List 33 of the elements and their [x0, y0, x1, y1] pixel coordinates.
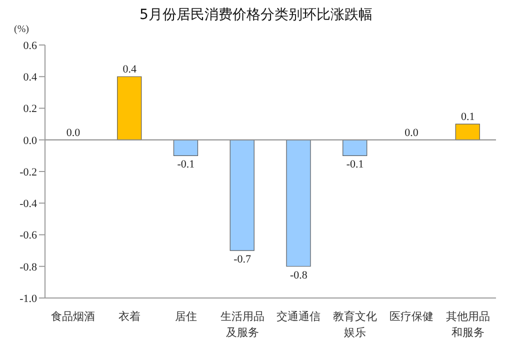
- bar: [173, 140, 198, 156]
- x-tick-label: 衣着: [118, 310, 141, 323]
- y-tick-label: -0.4: [20, 198, 38, 210]
- data-label: 0.0: [66, 126, 81, 139]
- y-axis-title: (%): [14, 24, 29, 35]
- chart-title: 5月份居民消费价格分类别环比涨跌幅: [138, 6, 374, 24]
- bar: [117, 76, 142, 140]
- bar: [230, 140, 254, 251]
- y-tick-label: 0.2: [23, 103, 37, 116]
- bar: [342, 140, 368, 156]
- x-tick-label: 医疗保健: [389, 310, 434, 323]
- y-tick-label: -1.0: [20, 292, 38, 305]
- y-tick-label: 0.6: [23, 40, 38, 52]
- x-tick-label: 其他用品和服务: [446, 310, 490, 339]
- data-label: 0.1: [460, 111, 475, 124]
- y-tick-label: -0.2: [20, 166, 37, 178]
- y-tick-label: -0.8: [20, 261, 38, 274]
- data-label: -0.7: [234, 254, 252, 266]
- y-tick-label: 0.4: [23, 72, 38, 84]
- bar: [455, 124, 480, 140]
- data-label: 0.0: [404, 126, 419, 139]
- y-tick-label: -0.6: [20, 230, 38, 242]
- x-tick-label: 交通通信: [276, 310, 321, 323]
- x-tick-label: 居住: [174, 310, 197, 323]
- data-label: -0.1: [177, 158, 195, 171]
- data-label: -0.8: [290, 269, 308, 282]
- y-tick-label: 0.0: [23, 134, 38, 147]
- bar: [286, 140, 311, 267]
- data-label: -0.1: [346, 158, 364, 171]
- x-tick-label: 生活用品及服务: [220, 310, 264, 339]
- x-tick-label: 教育文化娱乐: [333, 310, 378, 339]
- data-label: 0.4: [122, 64, 137, 76]
- x-tick-label: 食品烟酒: [51, 310, 96, 323]
